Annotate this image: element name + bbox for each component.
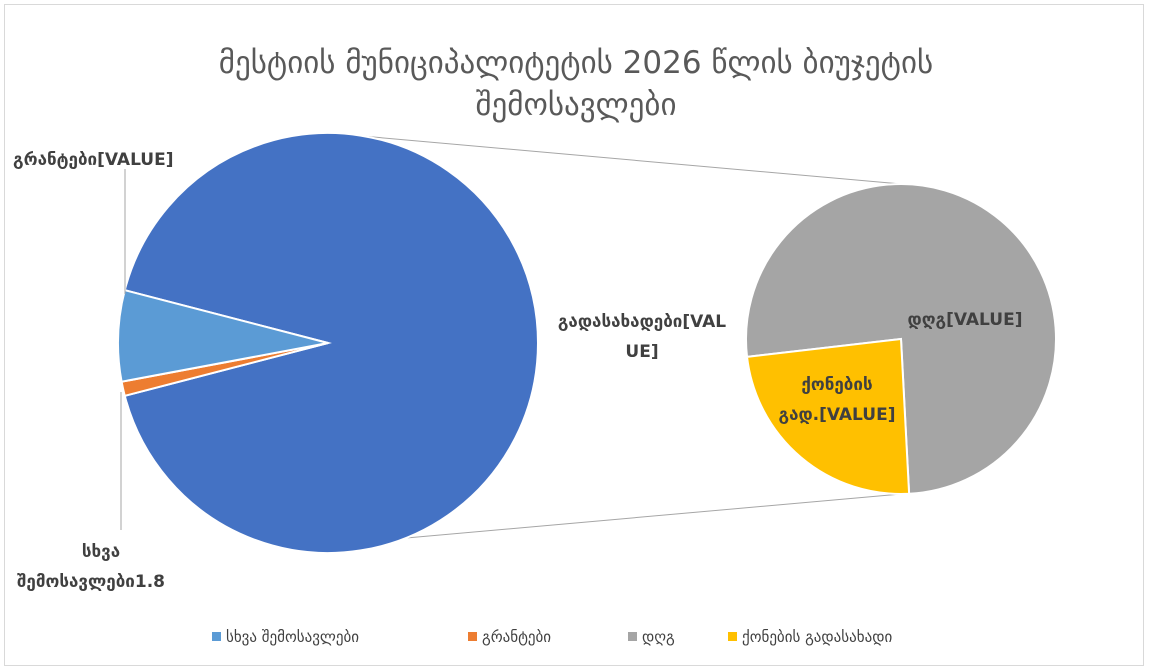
chart-title-line-2: შემოსავლები xyxy=(475,87,676,123)
legend-swatch-grants xyxy=(468,632,477,641)
data-label-property-line-2: გად.[VALUE] xyxy=(779,405,896,425)
data-label-other-line-2: შემოსავლები1.8 xyxy=(17,572,165,592)
secondary-pie xyxy=(745,183,1057,495)
data-label-other-line-1: სხვა xyxy=(82,542,120,562)
connector-line-bottom xyxy=(327,493,902,546)
data-label-vat: დღგ[VALUE] xyxy=(908,310,1023,330)
legend-swatch-vat xyxy=(628,632,637,641)
legend-label-other-revenue: სხვა შემოსავლები xyxy=(226,628,359,646)
slice-taxes xyxy=(123,132,539,554)
data-label-taxes-line-1: გადასახადები[VAL xyxy=(558,312,726,332)
legend-label-vat: დღგ xyxy=(642,628,675,646)
main-pie xyxy=(117,132,539,554)
pie-of-pie-chart: მესტიის მუნიციპალიტეტის 2026 წლის ბიუჯეტ… xyxy=(13,45,1057,646)
data-label-property-line-1: ქონების xyxy=(801,375,872,395)
legend: სხვა შემოსავლები გრანტები დღგ ქონების გა… xyxy=(212,628,892,646)
chart-frame: მესტიის მუნიციპალიტეტის 2026 წლის ბიუჯეტ… xyxy=(4,4,1144,666)
slice-property-tax xyxy=(745,337,911,495)
legend-swatch-property-tax xyxy=(728,632,737,641)
legend-label-property-tax: ქონების გადასახადი xyxy=(742,628,892,646)
data-label-grants: გრანტები[VALUE] xyxy=(13,150,173,170)
data-label-taxes-line-2: UE] xyxy=(625,342,658,362)
legend-swatch-other-revenue xyxy=(212,632,221,641)
legend-label-grants: გრანტები xyxy=(482,628,551,646)
chart-title-line-1: მესტიის მუნიციპალიტეტის 2026 წლის ბიუჯეტ… xyxy=(219,45,933,81)
connector-line-top xyxy=(327,132,902,185)
